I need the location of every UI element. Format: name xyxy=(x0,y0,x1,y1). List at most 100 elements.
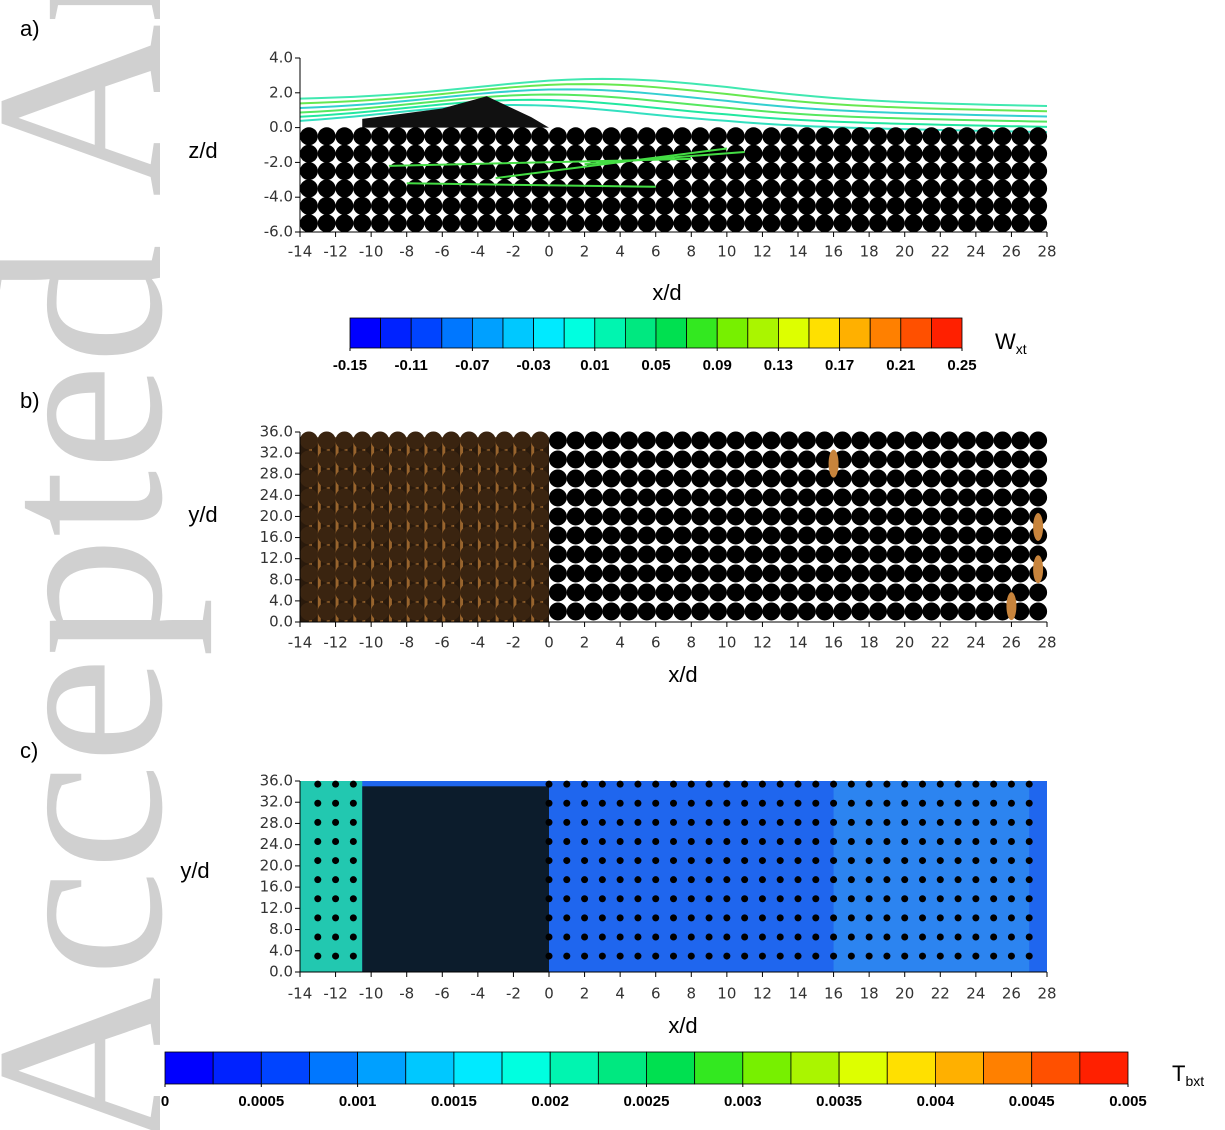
particle xyxy=(353,162,371,180)
particle xyxy=(688,953,695,960)
colorbar-tick-label: -0.11 xyxy=(395,357,428,374)
colorbar-segment xyxy=(502,1052,550,1084)
particle xyxy=(531,450,549,468)
particle xyxy=(688,800,695,807)
particle xyxy=(798,545,816,563)
particle xyxy=(1008,857,1015,864)
particle xyxy=(869,450,887,468)
particle xyxy=(798,526,816,544)
particle xyxy=(314,800,321,807)
particle xyxy=(563,895,570,902)
particle xyxy=(1011,469,1029,487)
particle xyxy=(816,145,834,163)
particle xyxy=(531,197,549,215)
particle xyxy=(833,145,851,163)
colorbar-segment xyxy=(564,318,595,348)
particle xyxy=(638,526,656,544)
x-tick-label: 10 xyxy=(717,243,736,261)
particle xyxy=(976,526,994,544)
x-tick-label: 10 xyxy=(717,985,736,1003)
particle xyxy=(830,800,837,807)
particle xyxy=(496,488,514,506)
particle xyxy=(723,857,730,864)
particle xyxy=(584,526,602,544)
particle xyxy=(496,469,514,487)
particle xyxy=(869,469,887,487)
particle xyxy=(723,914,730,921)
particle xyxy=(851,564,869,582)
particle xyxy=(887,180,905,198)
particle xyxy=(922,526,940,544)
x-tick-label: 18 xyxy=(860,243,879,261)
particle xyxy=(442,214,460,232)
particle xyxy=(741,876,748,883)
particle xyxy=(905,431,923,449)
particle xyxy=(990,933,997,940)
particle xyxy=(318,162,336,180)
particle xyxy=(937,933,944,940)
colorbar-tick-label: 0.01 xyxy=(580,357,609,374)
particle xyxy=(762,507,780,525)
particle xyxy=(727,450,745,468)
particle xyxy=(869,214,887,232)
vortex xyxy=(1006,592,1016,620)
particle xyxy=(940,431,958,449)
particle xyxy=(318,145,336,163)
particle xyxy=(318,197,336,215)
particle xyxy=(670,933,677,940)
particle xyxy=(1008,933,1015,940)
particle xyxy=(300,214,318,232)
particle xyxy=(994,488,1012,506)
particle xyxy=(318,450,336,468)
particle xyxy=(848,914,855,921)
particle xyxy=(602,602,620,620)
particle xyxy=(798,127,816,145)
particle xyxy=(1026,781,1033,788)
particle xyxy=(546,838,553,845)
colorbar-segment xyxy=(550,1052,598,1084)
particle xyxy=(652,857,659,864)
particle xyxy=(389,564,407,582)
particle xyxy=(691,488,709,506)
x-tick-label: -6 xyxy=(435,243,450,261)
particle xyxy=(812,838,819,845)
particle xyxy=(883,876,890,883)
x-tick-label: 6 xyxy=(651,634,661,652)
particle xyxy=(851,488,869,506)
vortex xyxy=(829,450,839,478)
particle xyxy=(901,819,908,826)
colorbar-segment xyxy=(748,318,779,348)
particle xyxy=(314,895,321,902)
particle xyxy=(905,507,923,525)
particle xyxy=(745,145,763,163)
x-tick-label: -4 xyxy=(470,634,485,652)
particle xyxy=(620,431,638,449)
x-tick-label: 8 xyxy=(687,243,697,261)
particle xyxy=(673,469,691,487)
particle xyxy=(617,953,624,960)
particle xyxy=(531,214,549,232)
particle xyxy=(905,162,923,180)
particle xyxy=(1008,838,1015,845)
particle xyxy=(972,895,979,902)
particle xyxy=(958,564,976,582)
particle xyxy=(922,450,940,468)
particle xyxy=(759,819,766,826)
particle xyxy=(1026,876,1033,883)
particle xyxy=(745,602,763,620)
colorbar-label-sub: bxt xyxy=(1185,1073,1204,1089)
particle xyxy=(584,507,602,525)
particle xyxy=(567,162,585,180)
particle xyxy=(1011,197,1029,215)
particle xyxy=(691,197,709,215)
particle xyxy=(958,507,976,525)
x-tick-label: 14 xyxy=(788,634,807,652)
particle xyxy=(976,507,994,525)
particle xyxy=(602,526,620,544)
particle xyxy=(1011,488,1029,506)
particle xyxy=(656,545,674,563)
colorbar-segment xyxy=(809,318,840,348)
particle xyxy=(919,933,926,940)
particle xyxy=(581,819,588,826)
particle xyxy=(549,507,567,525)
